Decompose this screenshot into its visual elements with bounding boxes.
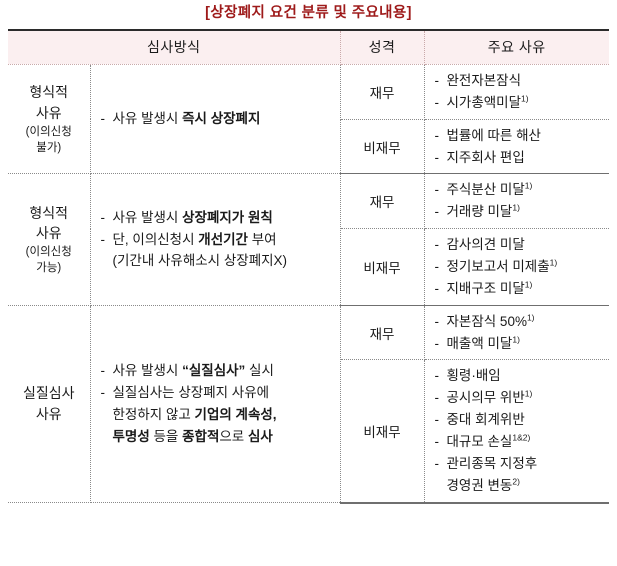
reason-item: 매출액 미달1) [435, 333, 606, 355]
footnote-marker: 2) [512, 476, 520, 487]
reason-item: 자본잠식 50%1) [435, 311, 606, 333]
footnote-marker: 1) [512, 202, 520, 213]
reason-cell-nonfinancial: 감사의견 미달 정기보고서 미제출1) 지배구조 미달1) [424, 228, 609, 306]
category-note-line-1: (이의신청 [25, 246, 72, 259]
section-method-formal-no-appeal: 사유 발생시 즉시 상장폐지 [90, 64, 341, 175]
table-row: 형식적 사유 (이의신청 불가) 사유 발생시 즉시 상장폐지 재무 완전자본잠… [8, 64, 609, 175]
category-line-2: 사유 [35, 105, 62, 122]
table-row: 형식적 사유 (이의신청 가능) 사유 발생시 상장폐지가 원칙 단, 이의신청… [8, 173, 609, 306]
reason-item: 시가총액미달1) [435, 92, 606, 114]
reason-item: 거래량 미달1) [435, 201, 606, 223]
type-cell-financial: 재무 [340, 64, 425, 120]
method-continuation: 투명성 등을 종합적으로 심사 [112, 428, 273, 444]
category-line-2: 사유 [35, 405, 62, 422]
method-subnote: (기간내 사유해소시 상장폐지X) [112, 253, 288, 269]
footnote-marker: 1) [526, 312, 535, 323]
column-header-method: 심사방식 [8, 28, 341, 65]
section-category-formal-no-appeal: 형식적 사유 (이의신청 불가) [8, 64, 91, 175]
reason-cell-financial: 완전자본잠식 시가총액미달1) [424, 64, 609, 120]
reason-cell-financial: 자본잠식 50%1) 매출액 미달1) [424, 305, 609, 361]
footnote-marker: 1) [524, 279, 533, 290]
footnote-marker: 1&2) [512, 432, 531, 443]
method-bullet: 사유 발생시 즉시 상장폐지 [101, 108, 336, 130]
reason-item: 공시의무 위반1) [435, 387, 606, 409]
reason-item: 정기보고서 미제출1) [435, 256, 606, 278]
section-category-substantive: 실질심사 사유 [8, 305, 91, 504]
footnote-marker: 1) [512, 334, 520, 345]
table-container: 심사방식 성격 주요 사유 형식적 사유 (이의신청 불가) 사유 발생시 즉시… [0, 28, 617, 504]
method-bullet: 단, 이의신청시 개선기간 부여 [101, 229, 336, 251]
footnote-marker: 1) [524, 180, 533, 191]
method-emphasis: 개선기간 [198, 231, 248, 247]
category-line-2: 사유 [35, 225, 62, 242]
table-header: 심사방식 성격 주요 사유 [8, 28, 609, 65]
reason-item: 중대 회계위반 [435, 409, 606, 431]
footnote-marker: 1) [524, 388, 533, 399]
type-cell-nonfinancial: 비재무 [340, 359, 425, 504]
method-bullet: 실질심사는 상장폐지 사유에 [101, 382, 336, 404]
reason-item: 주식분산 미달1) [435, 179, 606, 201]
section-category-formal-appeal: 형식적 사유 (이의신청 가능) [8, 173, 91, 306]
category-note-line-2: 불가) [36, 142, 62, 154]
type-cell-nonfinancial: 비재무 [340, 228, 425, 306]
reason-item: 관리종목 지정후 [435, 453, 606, 475]
category-line-1: 실질심사 [22, 385, 75, 402]
method-emphasis: 기업의 계속성, [194, 406, 277, 422]
column-header-type: 성격 [340, 28, 425, 65]
table-row: 비재무 횡령·배임 공시의무 위반1) 중대 회계위반 대규모 손실1&2) 관… [8, 359, 609, 504]
reason-item: 지배구조 미달1) [435, 278, 606, 300]
reason-item: 감사의견 미달 [435, 234, 606, 256]
category-note-line-2: 가능) [36, 262, 62, 275]
method-emphasis: 심사 [247, 428, 273, 444]
reason-item: 지주회사 편입 [435, 147, 606, 169]
method-continuation: 한정하지 않고 기업의 계속성, [112, 406, 277, 422]
reason-item: 대규모 손실1&2) [435, 431, 606, 453]
delisting-criteria-table: 심사방식 성격 주요 사유 형식적 사유 (이의신청 불가) 사유 발생시 즉시… [8, 28, 609, 504]
table-row: 실질심사 사유 사유 발생시 “실질심사” 실시 실질심사는 상장폐지 사유에 … [8, 305, 609, 504]
method-emphasis: 상장폐지가 원칙 [182, 209, 273, 225]
footnote-marker: 1) [549, 257, 558, 268]
table-row: 비재무 감사의견 미달 정기보고서 미제출1) 지배구조 미달1) [8, 228, 609, 306]
section-method-substantive: 사유 발생시 “실질심사” 실시 실질심사는 상장폐지 사유에 한정하지 않고 … [90, 305, 341, 504]
table-body: 형식적 사유 (이의신청 불가) 사유 발생시 즉시 상장폐지 재무 완전자본잠… [8, 64, 609, 504]
page-title: [상장폐지 요건 분류 및 주요내용] [205, 5, 412, 21]
category-note-line-1: (이의신청 [25, 125, 72, 138]
category-line-1: 형식적 [29, 84, 69, 101]
footnote-marker: 1) [521, 93, 529, 104]
table-row: 비재무 법률에 따른 해산 지주회사 편입 [8, 119, 609, 175]
method-emphasis: 투명성 [112, 428, 150, 444]
reason-item: 법률에 따른 해산 [435, 125, 606, 147]
method-emphasis: 즉시 상장폐지 [182, 111, 261, 127]
reason-item-continuation: 경영권 변동2) [446, 476, 520, 493]
type-cell-financial: 재무 [340, 173, 425, 230]
type-cell-nonfinancial: 비재무 [340, 119, 425, 175]
column-header-reason: 주요 사유 [424, 28, 609, 65]
method-bullet: 사유 발생시 상장폐지가 원칙 [101, 207, 336, 229]
method-bullet: 사유 발생시 “실질심사” 실시 [101, 360, 336, 382]
section-method-formal-appeal: 사유 발생시 상장폐지가 원칙 단, 이의신청시 개선기간 부여 (기간내 사유… [90, 173, 341, 306]
reason-item: 횡령·배임 [435, 365, 606, 387]
category-line-1: 형식적 [29, 204, 69, 221]
method-emphasis: 종합적 [182, 428, 220, 444]
reason-item: 완전자본잠식 [435, 70, 606, 92]
header-row: 심사방식 성격 주요 사유 [8, 28, 609, 65]
method-emphasis: “실질심사” [182, 363, 246, 379]
reason-cell-financial: 주식분산 미달1) 거래량 미달1) [424, 173, 609, 230]
type-cell-financial: 재무 [340, 305, 425, 361]
reason-cell-nonfinancial: 법률에 따른 해산 지주회사 편입 [424, 119, 609, 175]
reason-cell-nonfinancial: 횡령·배임 공시의무 위반1) 중대 회계위반 대규모 손실1&2) 관리종목 … [424, 359, 609, 504]
